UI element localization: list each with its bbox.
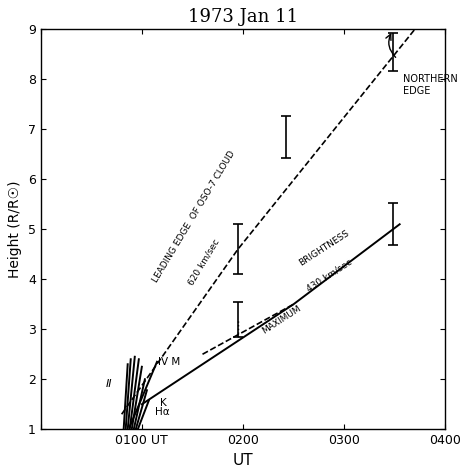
Text: Hα: Hα	[155, 407, 170, 417]
Text: 430 km/sec: 430 km/sec	[305, 258, 354, 294]
Text: LEADING EDGE  OF OSO-7 CLOUD: LEADING EDGE OF OSO-7 CLOUD	[150, 149, 236, 284]
Title: 1973 Jan 11: 1973 Jan 11	[188, 9, 298, 26]
Text: II: II	[105, 379, 112, 389]
Text: K: K	[160, 398, 167, 408]
Text: 620 km/sec: 620 km/sec	[187, 237, 221, 287]
Text: NORTHERN
EDGE: NORTHERN EDGE	[403, 74, 457, 96]
Y-axis label: Height (R/R☉): Height (R/R☉)	[8, 180, 23, 278]
Text: MAXIMUM: MAXIMUM	[260, 303, 303, 335]
Text: IV M: IV M	[158, 357, 180, 367]
X-axis label: UT: UT	[233, 453, 253, 467]
Text: BRIGHTNESS: BRIGHTNESS	[298, 228, 351, 268]
